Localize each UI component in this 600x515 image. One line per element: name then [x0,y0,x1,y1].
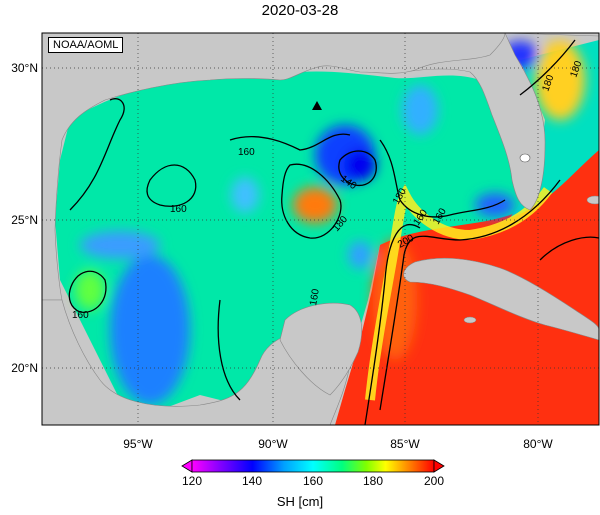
contour-lines [68,39,599,425]
colorbar-units: SH [cm] [276,494,324,509]
contour-180-atl [519,39,576,96]
blob-min-central [344,149,376,181]
colorbar-tick-label: 140 [241,474,263,488]
contour-label: 160 [238,147,255,158]
colorbar-tick-label: 160 [302,474,324,488]
blob-low-mid [231,177,259,213]
colorbar-gradient [191,459,435,473]
station-marker-icon [312,101,322,110]
lat-tick-label: 25°N [11,213,38,227]
island-east [586,195,599,205]
contour-200 [379,179,561,411]
yucatan-land [279,302,363,396]
lon-tick-label: 90°W [258,437,288,451]
us-coast-land [42,33,599,301]
graticule [42,33,599,425]
blob-high-west [75,270,105,310]
contour-160-south [217,299,241,401]
isle-of-youth [463,316,477,324]
colorbar [181,459,445,473]
contour-label: 160 [308,288,322,307]
colorbar-tick-label: 120 [181,474,203,488]
contour-160-west [146,164,197,207]
contour-label: 160 [72,310,89,321]
blob-atl-yellow [535,40,585,120]
colorbar-tick-label: 200 [423,474,445,488]
lat-tick-label: 30°N [11,61,38,75]
blob-high-lc [293,187,337,223]
lon-tick-label: 80°W [523,437,553,451]
contour-160-west2 [68,270,107,313]
contour-180 [379,139,506,218]
map-frame [41,32,600,426]
contour-label: 160 [170,204,187,215]
contour-160-north [69,98,125,211]
colorbar-tick-label: 180 [362,474,384,488]
contour-lc-outer [281,163,342,239]
loop-current-band [365,183,553,401]
lon-tick-label: 95°W [123,437,153,451]
lat-tick-label: 20°N [11,361,38,375]
florida-land [399,33,546,211]
map-title: 2020-03-28 [261,2,339,19]
colorbar-max-arrow [433,459,445,473]
blob-low-yuc [348,241,372,269]
bahamas-island [519,153,531,163]
contour-140 [338,150,377,187]
colorbar-min-arrow [181,459,193,473]
credit-label: NOAA/AOML [48,37,124,53]
contour-160-mid [229,133,351,151]
cuba-land [403,257,599,341]
blob-low-west2 [80,231,160,259]
blob-low-west [110,255,190,405]
contour-160-east [364,223,421,425]
contour-180-car [539,236,599,261]
lon-tick-label: 85°W [390,437,420,451]
blob-low-ne [402,85,438,135]
